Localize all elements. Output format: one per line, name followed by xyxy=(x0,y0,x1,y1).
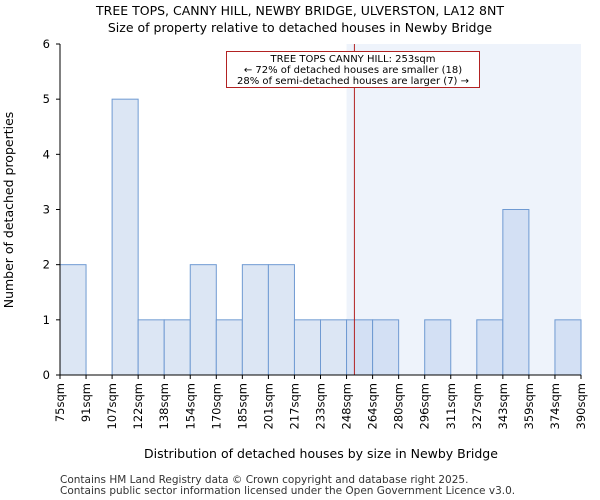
y-axis-label: Number of detached properties xyxy=(1,112,16,309)
bar-154sqm xyxy=(189,264,217,376)
bar-122sqm xyxy=(137,319,165,376)
x-tick-label: 138sqm xyxy=(157,383,171,429)
x-tick-label: 201sqm xyxy=(261,383,275,429)
x-tick-label: 122sqm xyxy=(131,383,145,429)
annotation-box: TREE TOPS CANNY HILL: 253sqm ← 72% of de… xyxy=(226,51,480,88)
x-axis-label: Distribution of detached houses by size … xyxy=(144,446,498,461)
bar-343sqm xyxy=(502,209,530,376)
x-tick-label: 390sqm xyxy=(574,383,588,429)
chart-subtitle: Size of property relative to detached ho… xyxy=(107,20,493,35)
bar-296sqm xyxy=(424,319,452,376)
y-tick-label: 4 xyxy=(43,147,50,161)
x-tick-label: 107sqm xyxy=(105,383,119,429)
x-tick-label: 233sqm xyxy=(314,383,328,429)
y-tick-label: 5 xyxy=(43,92,50,106)
bar-233sqm xyxy=(320,319,348,376)
footer-line-2: Contains public sector information licen… xyxy=(60,485,516,497)
bar-185sqm xyxy=(241,264,269,376)
bar-138sqm xyxy=(163,319,191,376)
x-tick-label: 248sqm xyxy=(340,383,354,429)
x-tick-label: 75sqm xyxy=(53,383,67,422)
y-tick-label: 6 xyxy=(43,37,50,51)
x-tick-label: 280sqm xyxy=(392,383,406,429)
y-tick-label: 2 xyxy=(43,258,50,272)
bar-107sqm xyxy=(111,98,139,376)
bar-201sqm xyxy=(267,264,295,376)
x-tick-label: 374sqm xyxy=(548,383,562,429)
annotation-line-2: ← 72% of detached houses are smaller (18… xyxy=(243,65,463,76)
footer-line-1: Contains HM Land Registry data © Crown c… xyxy=(60,474,469,486)
x-tick-label: 343sqm xyxy=(496,383,510,429)
x-tick-label: 327sqm xyxy=(470,383,484,429)
x-tick-label: 359sqm xyxy=(522,383,536,429)
x-tick-label: 185sqm xyxy=(235,383,249,429)
bar-75sqm xyxy=(59,264,87,376)
bar-374sqm xyxy=(554,319,582,376)
x-tick-label: 264sqm xyxy=(366,383,380,429)
x-tick-label: 296sqm xyxy=(418,383,432,429)
annotation-line-1: TREE TOPS CANNY HILL: 253sqm xyxy=(270,54,436,65)
x-tick-label: 217sqm xyxy=(287,383,301,429)
bar-264sqm xyxy=(372,319,400,376)
y-tick-label: 1 xyxy=(43,313,50,327)
x-tick-label: 154sqm xyxy=(183,383,197,429)
x-tick-label: 91sqm xyxy=(79,383,93,422)
annotation-line-3: 28% of semi-detached houses are larger (… xyxy=(236,76,470,87)
y-tick-label: 3 xyxy=(43,203,50,217)
bar-248sqm xyxy=(346,319,374,376)
bar-170sqm xyxy=(215,319,243,376)
y-tick-label: 0 xyxy=(43,368,50,382)
x-tick-label: 311sqm xyxy=(444,383,458,429)
bar-327sqm xyxy=(476,319,504,376)
bar-217sqm xyxy=(293,319,322,376)
chart-title: TREE TOPS, CANNY HILL, NEWBY BRIDGE, ULV… xyxy=(96,3,504,18)
x-tick-label: 170sqm xyxy=(209,383,223,429)
